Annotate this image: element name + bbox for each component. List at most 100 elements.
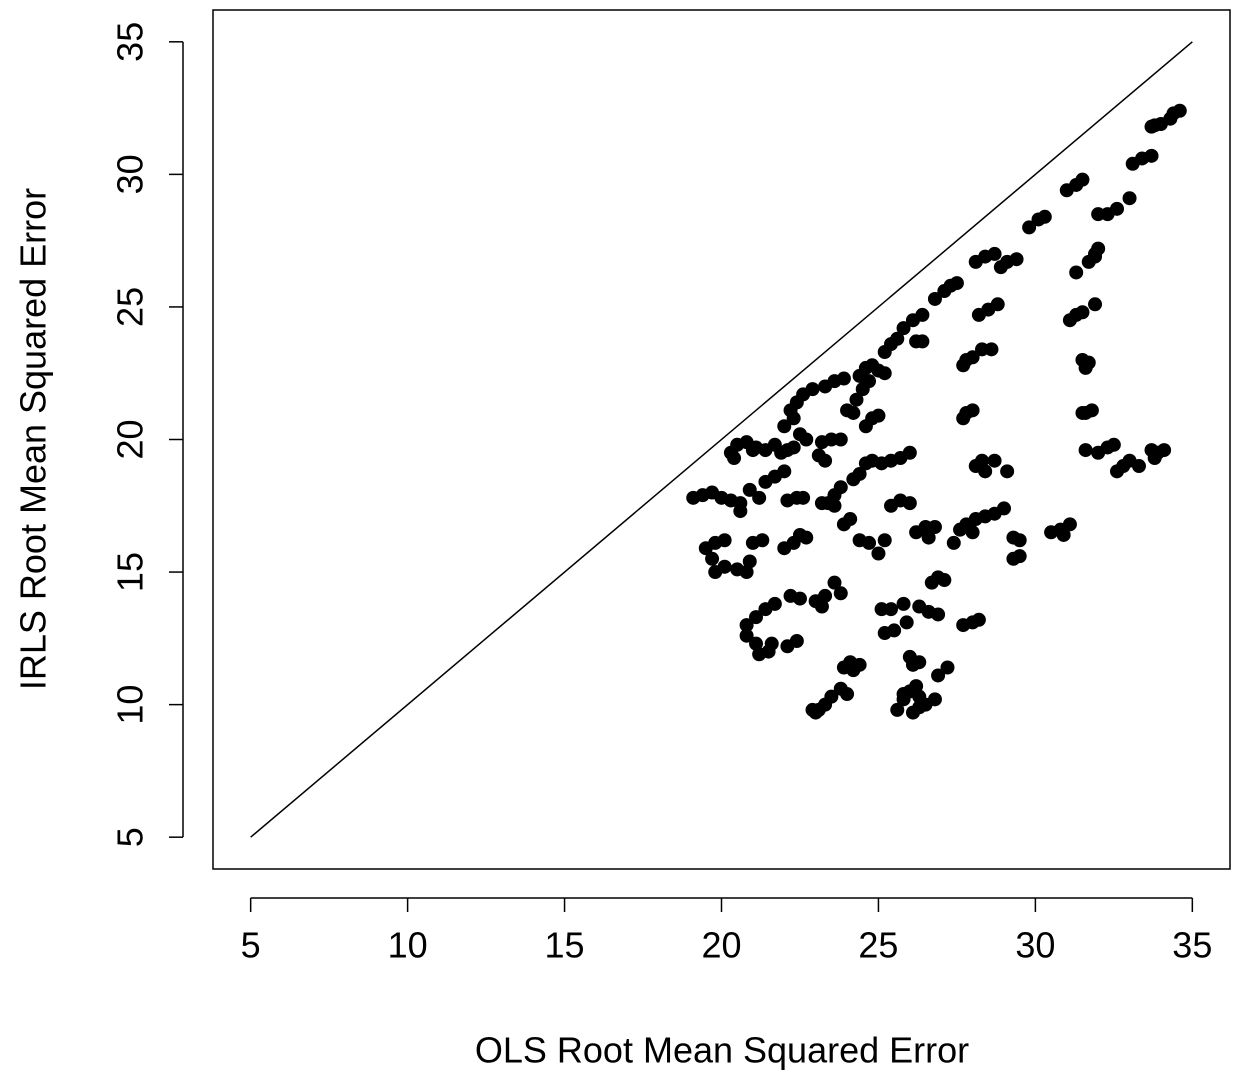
point bbox=[1131, 459, 1146, 474]
point bbox=[742, 554, 757, 569]
point bbox=[890, 702, 905, 717]
point bbox=[1075, 172, 1090, 187]
point bbox=[975, 453, 990, 468]
point bbox=[990, 297, 1005, 312]
point bbox=[956, 411, 971, 426]
point bbox=[818, 453, 833, 468]
point bbox=[1022, 220, 1037, 235]
point bbox=[833, 586, 848, 601]
point bbox=[764, 636, 779, 651]
point bbox=[987, 246, 1002, 261]
point bbox=[937, 573, 952, 588]
point bbox=[717, 559, 732, 574]
point bbox=[1056, 527, 1071, 542]
point bbox=[1012, 533, 1027, 548]
point bbox=[727, 451, 742, 466]
point bbox=[824, 496, 839, 511]
point bbox=[871, 408, 886, 423]
point bbox=[1078, 443, 1093, 458]
point bbox=[871, 546, 886, 561]
point bbox=[915, 307, 930, 322]
point bbox=[896, 596, 911, 611]
point bbox=[997, 501, 1011, 516]
point bbox=[1009, 252, 1024, 267]
point bbox=[840, 687, 855, 702]
y-tick-label: 25 bbox=[110, 287, 151, 327]
point bbox=[927, 692, 942, 707]
point bbox=[777, 419, 792, 434]
point bbox=[905, 657, 920, 672]
point bbox=[1144, 148, 1159, 163]
point bbox=[846, 663, 861, 678]
point bbox=[742, 482, 757, 497]
point bbox=[927, 291, 942, 306]
point bbox=[1157, 443, 1172, 458]
point bbox=[899, 615, 914, 630]
point bbox=[896, 321, 911, 336]
y-tick-label: 10 bbox=[110, 685, 151, 725]
point bbox=[949, 276, 964, 291]
point bbox=[965, 403, 980, 418]
point bbox=[833, 432, 848, 447]
point bbox=[717, 533, 732, 548]
point bbox=[818, 588, 833, 603]
point bbox=[931, 668, 946, 683]
point bbox=[846, 472, 861, 487]
y-axis-label: IRLS Root Mean Squared Error bbox=[13, 188, 54, 690]
y-tick-label: 20 bbox=[110, 419, 151, 459]
point bbox=[849, 392, 864, 407]
point bbox=[946, 535, 961, 550]
point bbox=[1012, 549, 1027, 564]
point bbox=[1106, 437, 1121, 452]
point bbox=[940, 660, 955, 675]
point bbox=[799, 432, 814, 447]
point bbox=[786, 411, 801, 426]
point bbox=[796, 490, 811, 505]
point bbox=[965, 525, 980, 540]
point bbox=[909, 679, 924, 694]
point bbox=[824, 689, 839, 704]
point bbox=[1075, 305, 1090, 320]
point bbox=[858, 419, 873, 434]
x-tick-label: 15 bbox=[545, 925, 585, 966]
point bbox=[1088, 249, 1103, 264]
point bbox=[902, 496, 917, 511]
point bbox=[777, 464, 792, 479]
point bbox=[733, 504, 748, 519]
point bbox=[1147, 118, 1162, 133]
point bbox=[780, 443, 795, 458]
point bbox=[877, 366, 892, 381]
x-tick-label: 5 bbox=[241, 925, 261, 966]
point bbox=[971, 612, 986, 627]
point bbox=[792, 591, 807, 606]
point bbox=[836, 517, 851, 532]
x-tick-label: 25 bbox=[858, 925, 898, 966]
point bbox=[1069, 265, 1084, 280]
point bbox=[927, 519, 942, 534]
y-tick-label: 5 bbox=[110, 827, 151, 847]
point bbox=[755, 533, 770, 548]
point bbox=[1110, 464, 1124, 479]
point bbox=[705, 551, 720, 566]
point bbox=[846, 405, 861, 420]
point bbox=[799, 530, 814, 545]
point bbox=[1147, 451, 1162, 466]
point bbox=[1037, 209, 1052, 224]
point bbox=[814, 599, 829, 614]
reference-line bbox=[250, 41, 1193, 838]
point bbox=[987, 453, 1002, 468]
point bbox=[858, 456, 873, 471]
x-tick-label: 20 bbox=[701, 925, 741, 966]
point bbox=[890, 331, 905, 346]
x-tick-label: 35 bbox=[1172, 925, 1212, 966]
point bbox=[749, 636, 764, 651]
point bbox=[808, 705, 823, 720]
point bbox=[805, 382, 820, 397]
y-tick-label: 35 bbox=[110, 22, 151, 62]
point bbox=[915, 334, 930, 349]
point bbox=[874, 602, 889, 617]
point bbox=[767, 596, 782, 611]
point bbox=[1075, 405, 1090, 420]
point bbox=[855, 382, 870, 397]
